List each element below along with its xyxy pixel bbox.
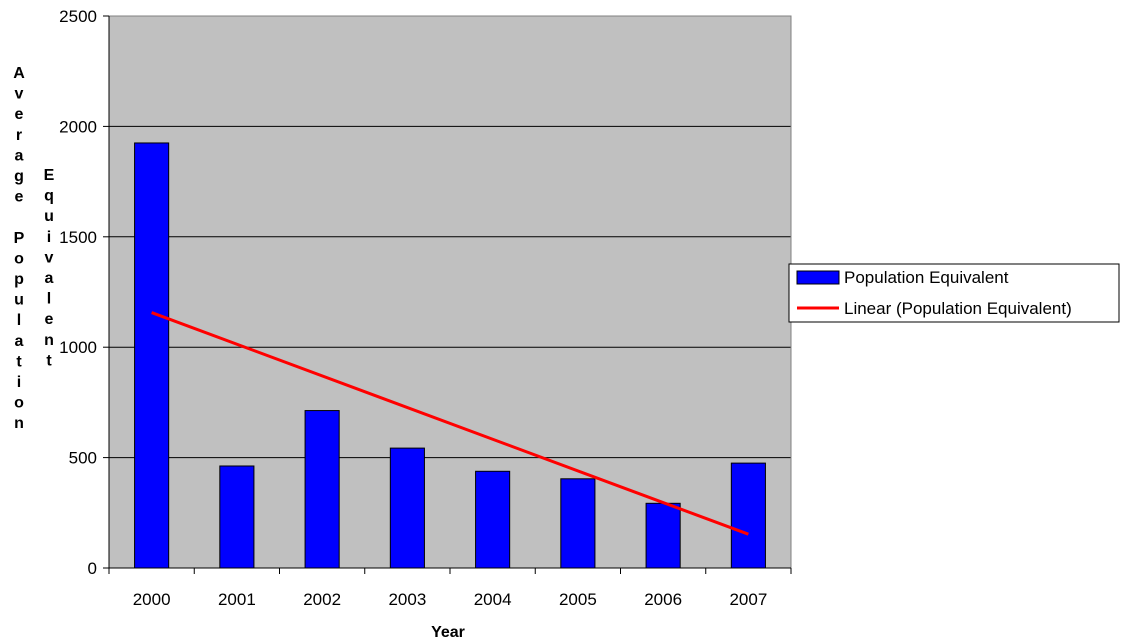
y-axis-title-letter: a	[45, 270, 54, 287]
y-axis-title-letter: l	[17, 312, 21, 329]
y-axis-title-letter: e	[45, 311, 54, 328]
y-axis-title-letter: n	[44, 332, 54, 349]
y-axis-title-letter: A	[13, 65, 25, 82]
y-axis-title-letter: i	[47, 229, 51, 246]
y-axis-title-letter: a	[15, 333, 24, 350]
y-axis-title-letter: t	[46, 352, 52, 369]
x-tick-label-2005: 2005	[559, 590, 597, 609]
y-axis-title-letter: q	[44, 188, 54, 205]
x-tick-label-2001: 2001	[218, 590, 256, 609]
y-axis-title-letter: g	[14, 168, 24, 185]
x-tick-label-2000: 2000	[133, 590, 171, 609]
bar-2006	[645, 502, 681, 569]
trendline-linear	[151, 311, 749, 536]
y-axis-title-letter: E	[44, 167, 55, 184]
x-tick-label-2003: 2003	[388, 590, 426, 609]
legend-swatch-population-equivalent	[796, 270, 840, 285]
plot-background	[109, 16, 791, 568]
bar-2001	[219, 465, 255, 569]
y-axis-title-letter: t	[16, 353, 22, 370]
bar-2007	[730, 462, 766, 569]
y-axis-title-letter: u	[14, 292, 24, 309]
y-axis-title-letter: v	[45, 249, 54, 266]
legend: Population Equivalent Linear (Population…	[788, 263, 1120, 323]
y-tick-label-1500: 1500	[59, 228, 97, 247]
y-axis-title-letter: o	[14, 250, 24, 267]
y-axis-title-letter: p	[14, 271, 24, 288]
bar-2002	[304, 410, 340, 569]
legend-box	[788, 263, 1120, 323]
y-axis-title-letter: P	[14, 230, 25, 247]
y-tick-label-500: 500	[69, 449, 97, 468]
y-tick-label-2000: 2000	[59, 117, 97, 136]
y-axis-title-letter: e	[15, 189, 24, 206]
y-axis-title-letter: a	[15, 147, 24, 164]
y-axis-title-letter: o	[14, 395, 24, 412]
bar-2004	[475, 470, 511, 569]
plot-area: 0 500 1000 1500 2000 2500 2000 2001 2002 2003 2004…	[59, 7, 792, 609]
x-tick-label-2004: 2004	[474, 590, 512, 609]
y-axis-title-letter: u	[44, 208, 54, 225]
y-tick-label-1000: 1000	[59, 338, 97, 357]
bar-2000	[134, 142, 170, 569]
y-axis-title-letter: i	[17, 374, 21, 391]
bar-2003	[389, 447, 425, 569]
y-axis-title-letter: e	[15, 106, 24, 123]
legend-label-population-equivalent: Population Equivalent	[844, 268, 1009, 287]
y-tick-label-2500: 2500	[59, 7, 97, 26]
y-axis-title-letter: r	[16, 127, 22, 144]
y-axis-title-letter: l	[47, 291, 51, 308]
x-tick-label-2007: 2007	[729, 590, 767, 609]
bar-2005	[560, 478, 596, 569]
x-tick-label-2002: 2002	[303, 590, 341, 609]
x-tick-label-2006: 2006	[644, 590, 682, 609]
y-tick-label-0: 0	[88, 559, 97, 578]
y-axis-title-letter: v	[15, 86, 24, 103]
x-axis-title: Year	[431, 624, 465, 641]
legend-label-linear-trend: Linear (Population Equivalent)	[844, 299, 1072, 318]
y-axis-title-letter: n	[14, 415, 24, 432]
